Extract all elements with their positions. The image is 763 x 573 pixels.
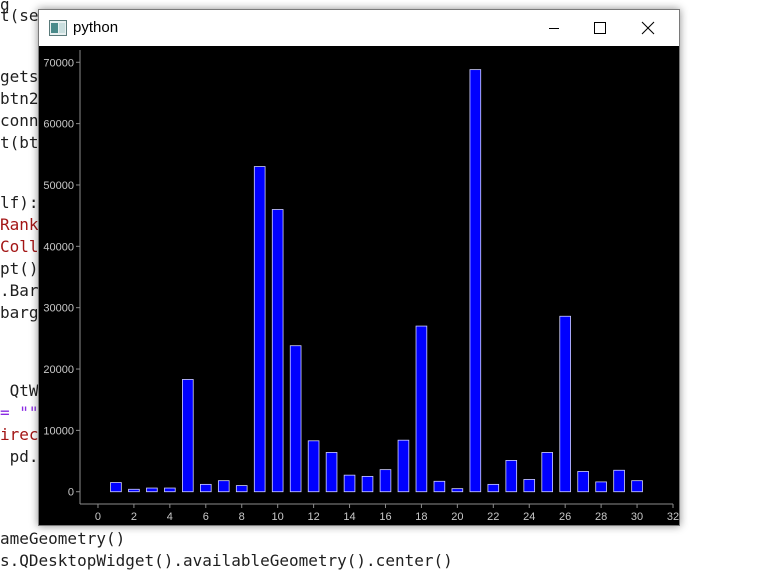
bar-27 — [577, 471, 589, 493]
x-tick-label: 2 — [131, 511, 137, 523]
code-line: Coll — [0, 237, 39, 256]
y-tick-label: 0 — [68, 487, 74, 499]
bar-29 — [613, 469, 625, 493]
bar-17 — [397, 439, 410, 493]
bar-3 — [146, 487, 158, 493]
code-line: Rank — [0, 215, 39, 234]
y-tick-label: 60000 — [43, 119, 74, 131]
code-line: pd. — [0, 447, 39, 466]
y-tick-label: 20000 — [43, 364, 74, 376]
bar-30 — [631, 480, 643, 493]
code-line: gets. — [0, 67, 49, 86]
bar-10 — [271, 209, 284, 493]
bar-8 — [235, 485, 248, 493]
x-tick-label: 10 — [272, 511, 284, 523]
code-line: btn2. — [0, 89, 49, 108]
chart-background — [39, 46, 679, 525]
x-tick-label: 6 — [203, 511, 209, 523]
x-tick-label: 16 — [379, 511, 391, 523]
x-tick-label: 14 — [343, 511, 355, 523]
x-tick-label: 22 — [487, 511, 499, 523]
code-line: t(se — [0, 6, 39, 25]
minimize-icon[interactable] — [531, 10, 577, 46]
x-tick-label: 8 — [239, 511, 245, 523]
bar-11 — [289, 345, 302, 493]
bar-6 — [199, 483, 212, 493]
x-tick-label: 12 — [307, 511, 319, 523]
x-tick-label: 32 — [667, 511, 679, 523]
bar-14 — [343, 474, 356, 493]
bar-12 — [307, 440, 320, 493]
python-chart-window[interactable]: python 0 10000 20000 30000 40000 50000 60000 70… — [38, 9, 680, 526]
title-bar[interactable]: python — [39, 10, 679, 46]
bar-24 — [523, 479, 536, 493]
code-line: .Bar — [0, 281, 39, 300]
x-tick-label: 20 — [451, 511, 463, 523]
bar-28 — [595, 481, 607, 493]
bar-4 — [164, 487, 176, 493]
bar-13 — [325, 452, 338, 493]
python-window-icon — [49, 20, 67, 36]
x-tick-label: 28 — [595, 511, 607, 523]
code-line: irec — [0, 425, 39, 444]
bar-23 — [505, 460, 518, 493]
window-title: python — [73, 19, 119, 36]
y-tick-label: 50000 — [43, 180, 74, 192]
code-line: pt() — [0, 259, 39, 278]
bar-19 — [433, 480, 446, 493]
bar-9 — [253, 166, 266, 493]
x-tick-label: 0 — [95, 511, 101, 523]
x-tick-label: 18 — [415, 511, 427, 523]
bar-20 — [451, 488, 464, 493]
bar-26 — [559, 315, 571, 493]
x-tick-label: 24 — [523, 511, 535, 523]
code-line: = "" — [0, 403, 39, 422]
code-line: lf): — [0, 193, 39, 212]
bar-1 — [110, 482, 122, 493]
maximize-icon[interactable] — [577, 10, 623, 46]
y-tick-label: 70000 — [43, 57, 74, 69]
code-line: ameGeometry() — [0, 529, 126, 548]
bar-22 — [487, 483, 500, 493]
bar-16 — [379, 469, 392, 493]
code-line: conn — [0, 111, 39, 130]
code-line: s.QDesktopWidget().availableGeometry().c… — [0, 551, 453, 570]
code-line: QtW — [0, 381, 39, 400]
y-tick-label: 40000 — [43, 241, 74, 253]
x-tick-label: 4 — [167, 511, 173, 523]
y-tick-label: 10000 — [43, 425, 74, 437]
y-tick-label: 30000 — [43, 303, 74, 315]
code-line: g — [0, 0, 10, 14]
code-line: t(bt — [0, 133, 39, 152]
x-tick-label: 30 — [631, 511, 643, 523]
bar-7 — [217, 480, 230, 493]
bar-25 — [541, 452, 554, 493]
bar-18 — [415, 325, 428, 493]
bar-5 — [182, 379, 194, 493]
bar-15 — [361, 475, 374, 493]
bar-21 — [469, 69, 482, 493]
bar-2 — [128, 488, 140, 493]
x-tick-label: 26 — [559, 511, 571, 523]
close-icon[interactable] — [625, 10, 671, 46]
code-line: barg — [0, 303, 39, 322]
